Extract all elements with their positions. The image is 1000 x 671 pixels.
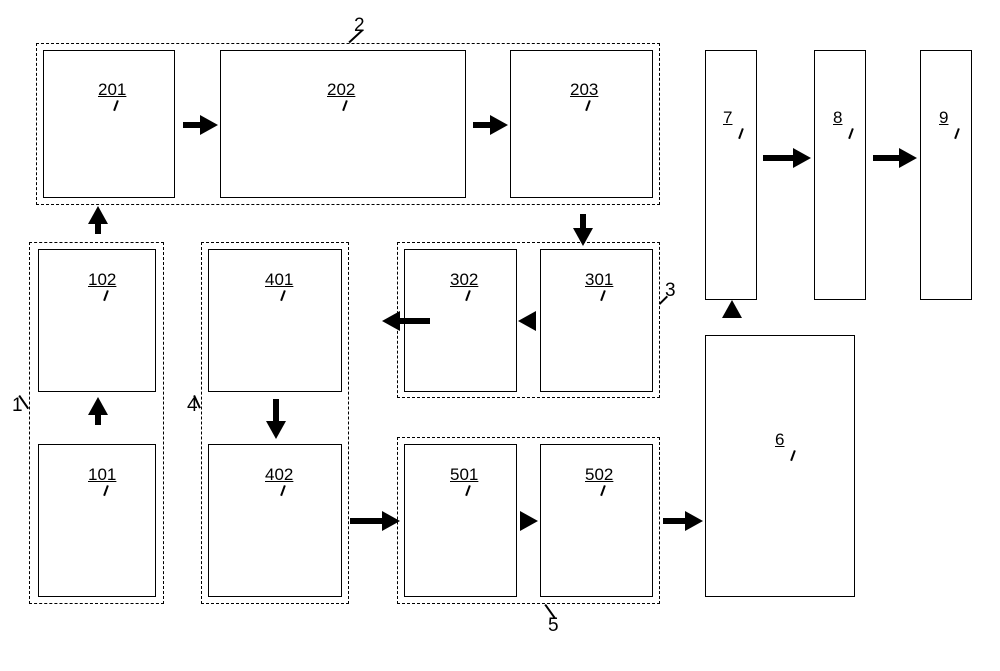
node-label-102: 102 bbox=[88, 270, 116, 290]
node-7 bbox=[705, 50, 757, 300]
arrow-203-301 bbox=[580, 214, 586, 228]
node-8 bbox=[814, 50, 866, 300]
node-label-8: 8 bbox=[833, 108, 842, 128]
arrow-202-203 bbox=[473, 122, 490, 128]
arrow-8-9 bbox=[873, 155, 899, 161]
node-label-301: 301 bbox=[585, 270, 613, 290]
node-label-201: 201 bbox=[98, 80, 126, 100]
arrow-7-8 bbox=[763, 155, 793, 161]
node-label-502: 502 bbox=[585, 465, 613, 485]
node-label-7: 7 bbox=[723, 108, 732, 128]
node-label-402: 402 bbox=[265, 465, 293, 485]
node-label-6: 6 bbox=[775, 430, 784, 450]
node-label-9: 9 bbox=[939, 108, 948, 128]
node-label-401: 401 bbox=[265, 270, 293, 290]
group-label-3: 3 bbox=[665, 280, 676, 302]
node-6 bbox=[705, 335, 855, 597]
arrow-402-501 bbox=[350, 518, 382, 524]
node-label-202: 202 bbox=[327, 80, 355, 100]
node-9 bbox=[920, 50, 972, 300]
node-202 bbox=[220, 50, 466, 198]
node-label-501: 501 bbox=[450, 465, 478, 485]
group-label-5: 5 bbox=[548, 615, 559, 637]
arrow-101-102 bbox=[95, 415, 101, 425]
arrow-201-202 bbox=[183, 122, 200, 128]
arrow-502-6 bbox=[663, 518, 685, 524]
node-label-203: 203 bbox=[570, 80, 598, 100]
node-203 bbox=[510, 50, 653, 198]
node-label-101: 101 bbox=[88, 465, 116, 485]
node-label-302: 302 bbox=[450, 270, 478, 290]
arrow-302-401 bbox=[400, 318, 430, 324]
arrow-401-402 bbox=[273, 399, 279, 421]
arrow-102-201 bbox=[95, 224, 101, 234]
node-201 bbox=[43, 50, 175, 198]
